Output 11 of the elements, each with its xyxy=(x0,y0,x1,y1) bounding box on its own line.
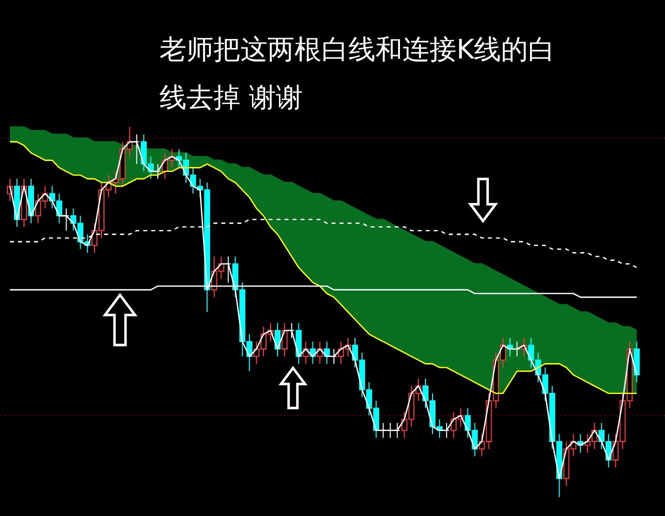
candlestick xyxy=(330,348,337,364)
chart-title: 老师把这两根白线和连接K线的白线去掉 谢谢 xyxy=(160,34,556,114)
candlestick xyxy=(444,422,450,438)
candlestick xyxy=(380,422,386,438)
candlestick xyxy=(387,422,394,438)
candlestick xyxy=(63,208,70,232)
candlestick xyxy=(394,422,400,438)
candlestick xyxy=(154,164,161,180)
candlestick xyxy=(514,341,520,357)
candlestick xyxy=(288,322,295,338)
candlestick xyxy=(225,256,232,283)
